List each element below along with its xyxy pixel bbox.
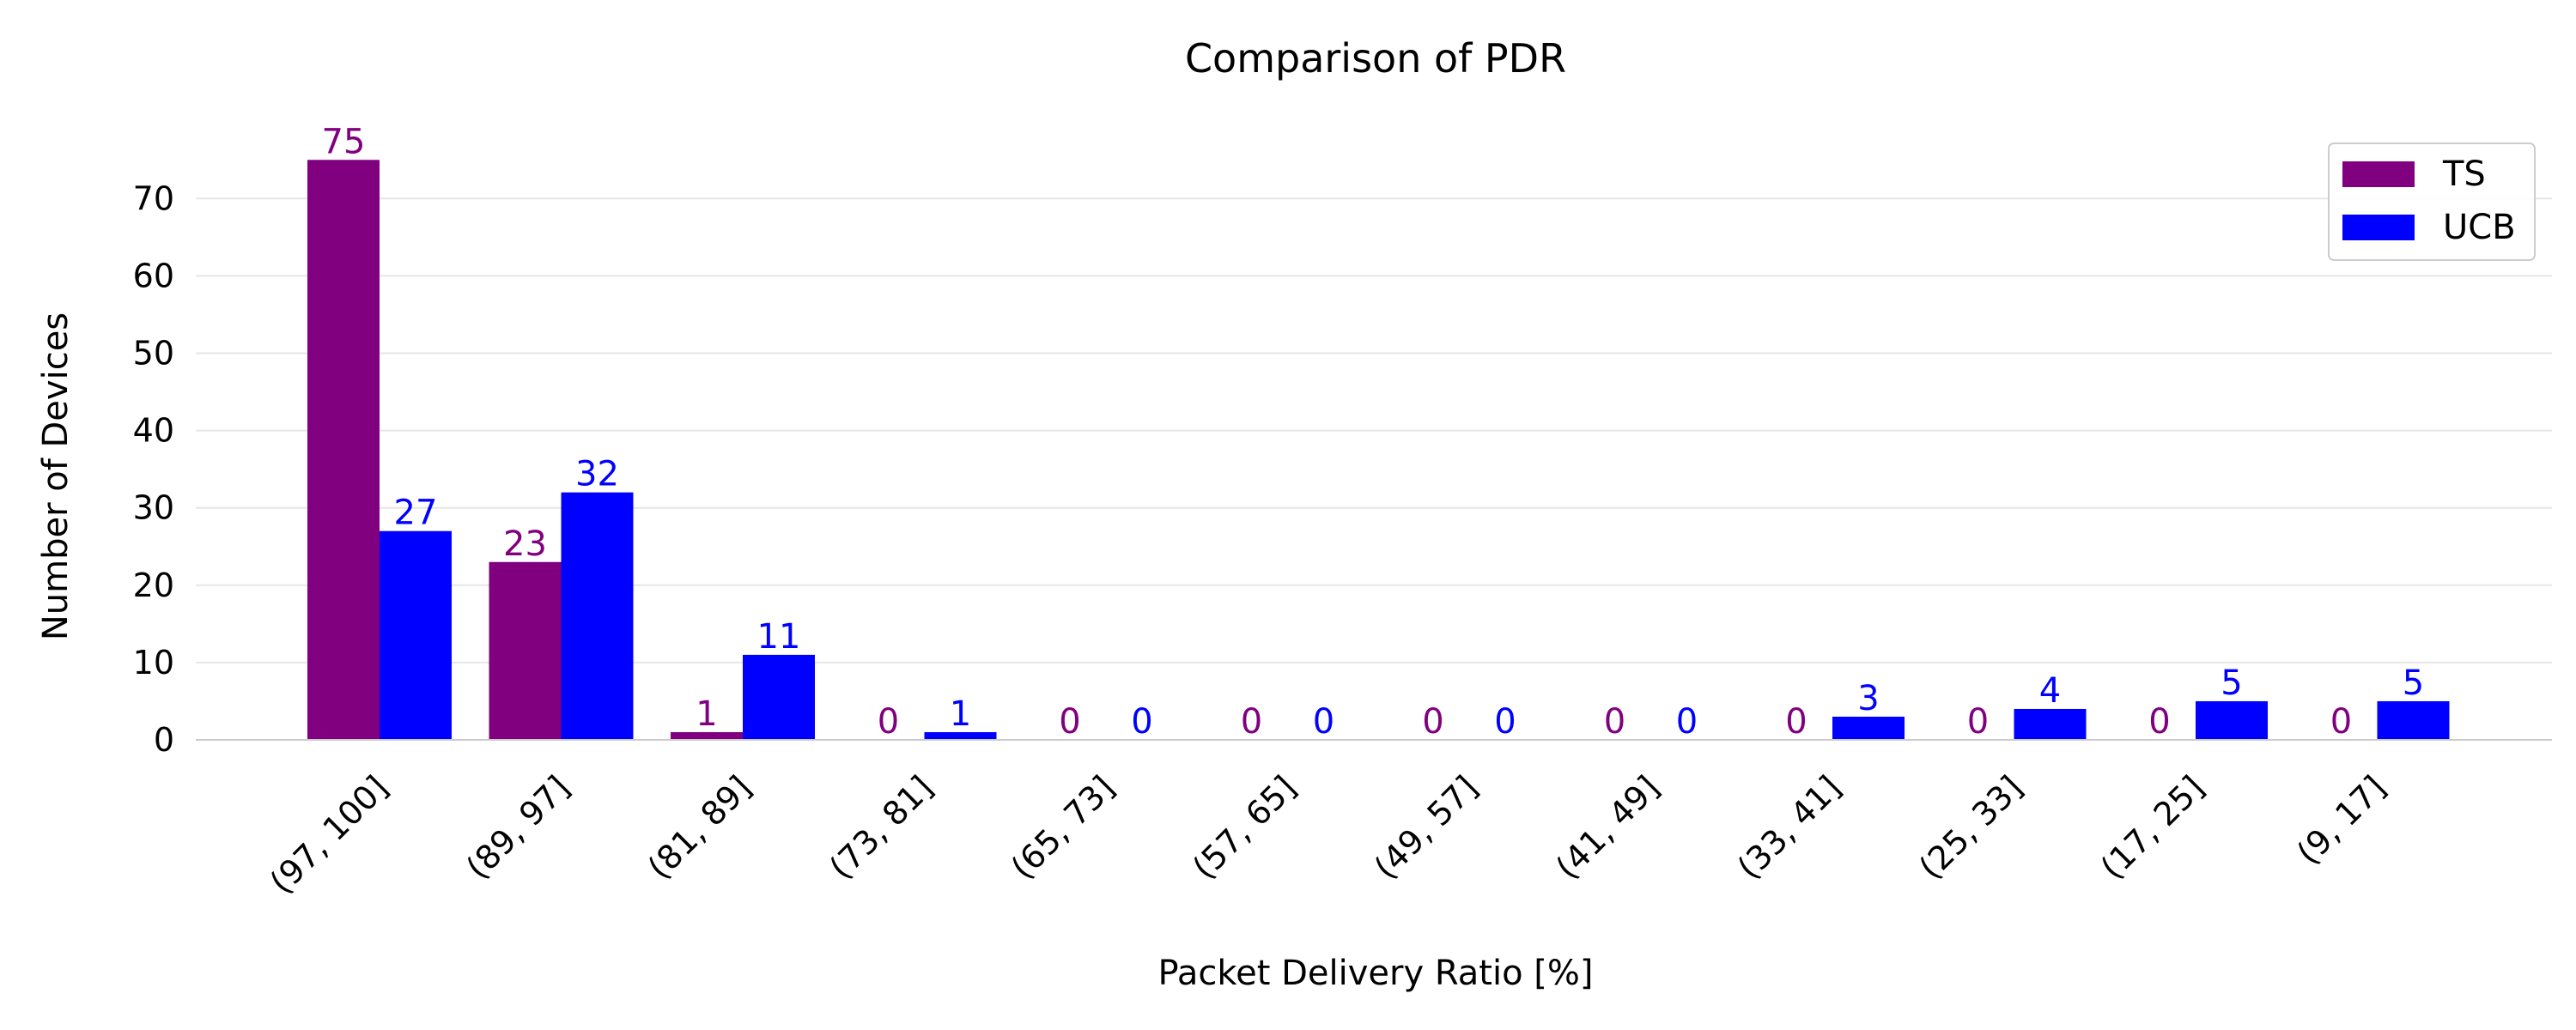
data-label-ts-4: 0 [1059, 702, 1080, 742]
y-axis-label: Number of Devices [36, 312, 76, 640]
x-axis-label: Packet Delivery Ratio [%] [1158, 954, 1594, 993]
x-tick-label-10: (17, 25] [2093, 768, 2212, 887]
y-axis-ticks: 0 10 20 30 40 50 60 70 [133, 179, 174, 759]
x-tick-label-2: (81, 89] [641, 768, 759, 887]
x-tick-label-8: (33, 41] [1730, 768, 1849, 887]
legend-label-ucb: UCB [2443, 208, 2516, 247]
x-tick-1: (89, 97] [459, 768, 577, 887]
legend: TS UCB [2328, 142, 2536, 261]
x-tick-label-6: (49, 57] [1367, 768, 1485, 887]
x-tick-label-5: (57, 65] [1185, 768, 1303, 887]
data-label-ts-3: 0 [878, 702, 899, 742]
x-tick-0: (97, 100] [263, 768, 396, 901]
bar-ucb-10 [2196, 700, 2268, 740]
x-tick-3: (73, 81] [822, 768, 940, 887]
data-label-ucb-5: 0 [1313, 702, 1334, 742]
x-tick-label-11: (9, 17] [2289, 768, 2392, 871]
x-tick-label-1: (89, 97] [459, 768, 577, 887]
y-tick-label-50: 50 [133, 335, 174, 373]
bar-ucb-2 [743, 654, 815, 740]
legend-label-ts: TS [2442, 154, 2486, 194]
x-tick-10: (17, 25] [2093, 768, 2212, 887]
data-label-ts-5: 0 [1241, 702, 1262, 742]
bar-ucb-11 [2377, 700, 2450, 740]
data-label-ucb-0: 27 [394, 494, 438, 533]
bars [307, 160, 2450, 740]
y-tick-label-20: 20 [133, 566, 174, 604]
data-label-ucb-2: 11 [757, 617, 801, 657]
bar-ucb-0 [380, 530, 452, 740]
x-tick-7: (41, 49] [1548, 768, 1667, 887]
x-tick-label-9: (25, 33] [1911, 768, 2030, 887]
data-label-ts-2: 1 [696, 694, 717, 734]
data-label-ts-10: 0 [2148, 702, 2170, 742]
data-label-ts-6: 0 [1422, 702, 1443, 742]
data-label-ucb-4: 0 [1131, 702, 1152, 742]
bar-ts-1 [489, 561, 562, 740]
x-tick-5: (57, 65] [1185, 768, 1303, 887]
data-label-ucb-6: 0 [1494, 702, 1516, 742]
y-tick-label-70: 70 [133, 179, 174, 217]
data-label-ts-11: 0 [2330, 702, 2352, 742]
x-tick-label-7: (41, 49] [1548, 768, 1667, 887]
data-label-ts-0: 75 [322, 122, 366, 161]
x-tick-9: (25, 33] [1911, 768, 2030, 887]
legend-swatch-ucb [2342, 215, 2415, 240]
x-axis-ticks: (97, 100] (89, 97] (81, 89] (73, 81] (65, 73… [263, 768, 2393, 901]
data-label-ts-7: 0 [1604, 702, 1625, 742]
data-label-ucb-8: 3 [1857, 679, 1879, 718]
legend-swatch-ts [2342, 161, 2415, 187]
y-tick-label-10: 10 [133, 644, 174, 682]
bar-ucb-9 [2014, 708, 2087, 740]
bar-ucb-1 [561, 492, 634, 740]
data-label-ucb-11: 5 [2403, 663, 2424, 703]
data-label-ucb-1: 32 [575, 455, 619, 494]
x-tick-label-3: (73, 81] [822, 768, 940, 887]
bar-ucb-3 [924, 731, 997, 740]
y-tick-label-30: 30 [133, 489, 174, 527]
chart-title: Comparison of PDR [1185, 35, 1566, 82]
y-tick-label-60: 60 [133, 257, 174, 294]
data-label-ucb-3: 1 [950, 694, 971, 734]
data-label-ucb-10: 5 [2221, 663, 2242, 703]
data-label-ts-9: 0 [1967, 702, 1989, 742]
y-tick-label-40: 40 [133, 412, 174, 450]
x-tick-4: (65, 73] [1004, 768, 1122, 887]
bar-ts-0 [307, 160, 380, 740]
data-label-ucb-9: 4 [2039, 671, 2061, 711]
x-tick-11: (9, 17] [2289, 768, 2392, 871]
x-tick-label-0: (97, 100] [263, 768, 396, 901]
x-tick-2: (81, 89] [641, 768, 759, 887]
bar-ucb-8 [1832, 716, 1905, 740]
y-tick-label-0: 0 [154, 721, 174, 759]
data-label-ts-1: 23 [503, 524, 547, 564]
bar-ts-2 [671, 731, 743, 740]
x-tick-8: (33, 41] [1730, 768, 1849, 887]
x-tick-6: (49, 57] [1367, 768, 1485, 887]
data-label-ts-8: 0 [1785, 702, 1807, 742]
data-label-ucb-7: 0 [1676, 702, 1698, 742]
x-tick-label-4: (65, 73] [1004, 768, 1122, 887]
